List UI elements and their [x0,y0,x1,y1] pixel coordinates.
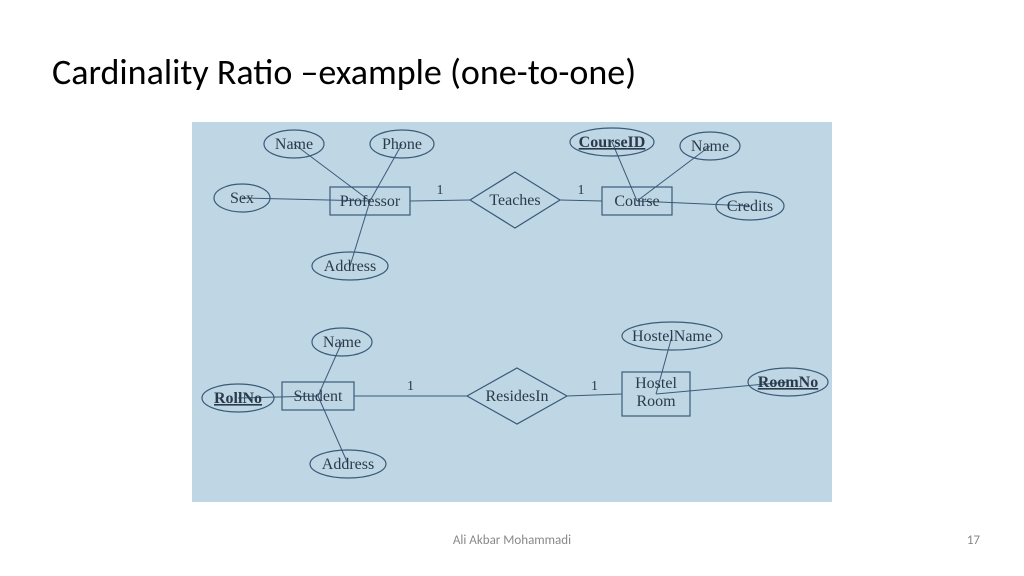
entity-label: Professor [340,193,401,210]
attribute-label: Phone [382,136,422,153]
attribute-label: RollNo [214,390,262,407]
page-title: Cardinality Ratio –example (one-to-one) [52,50,636,94]
entity-label: Student [294,388,343,405]
attribute-label: CourseID [579,134,646,151]
cardinality-left: 1 [437,183,444,198]
cardinality-right: 1 [591,379,598,394]
rel-edge [560,200,602,201]
entity-label: Room [636,393,676,410]
attribute-label: Address [324,258,376,275]
attribute-label: RoomNo [758,374,818,391]
cardinality-right: 1 [578,183,585,198]
entity-label: Hostel [635,375,677,392]
entity-label: Course [614,193,659,210]
footer-author: Ali Akbar Mohammadi [0,533,1024,548]
footer-page-number: 17 [967,533,980,548]
relationship-label: ResidesIn [485,388,548,405]
rel-edge [410,200,470,201]
attribute-label: Sex [230,190,254,207]
attribute-label: Name [275,136,313,153]
attr-edge [350,201,370,266]
attribute-label: HostelName [632,328,712,345]
attribute-label: Name [323,334,361,351]
attribute-label: Name [691,138,729,155]
er-diagram: 1 1 1 1 Teaches ResidesIn Professor Course Stude… [192,122,832,502]
attribute-label: Address [322,456,374,473]
rel-edge [567,394,622,396]
attribute-label: Credits [727,198,773,215]
cardinality-left: 1 [407,379,414,394]
relationship-label: Teaches [489,192,540,209]
